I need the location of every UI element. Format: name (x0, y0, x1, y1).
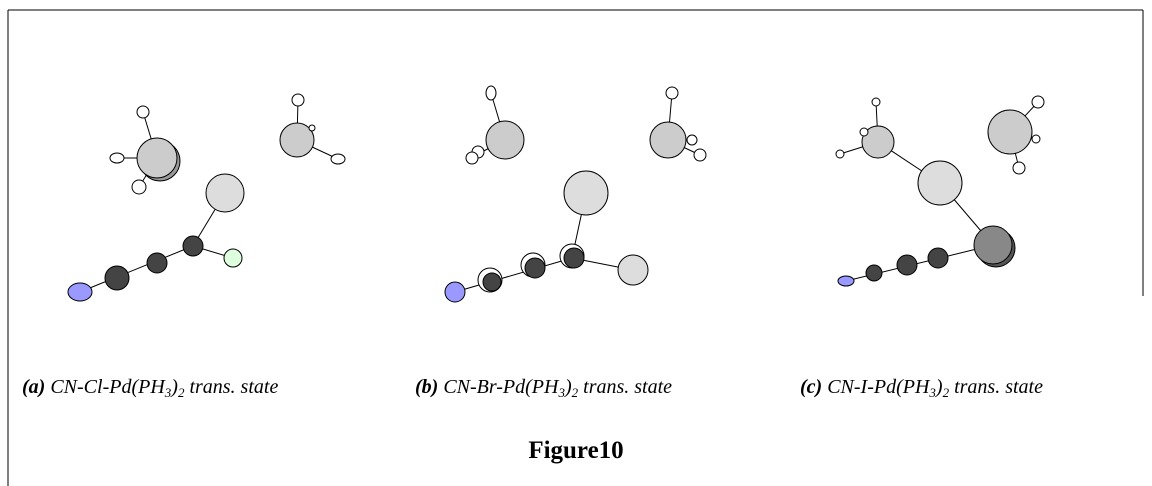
caption: (c) CN-I-Pd(PH3)2 trans. state (800, 376, 1043, 401)
caption-text: trans. state (578, 376, 672, 398)
caption-label: (a) (22, 376, 45, 398)
molecule-c (836, 96, 1044, 286)
caption: (b) CN-Br-Pd(PH3)2 trans. state (415, 376, 672, 401)
caption-text: trans. state (949, 376, 1043, 398)
figure-page: (a) CN-Cl-Pd(PH3)2 trans. state (b) CN-B… (0, 0, 1152, 486)
caption-text: ) (565, 376, 572, 398)
molecule-drawings (0, 0, 1152, 486)
caption-text: CN-I-Pd(PH (827, 376, 929, 398)
caption-text: CN-Br-Pd(PH (443, 376, 558, 398)
caption-text: trans. state (184, 376, 278, 398)
caption-text: ) (936, 376, 943, 398)
caption-text: CN-Cl-Pd(PH (50, 376, 164, 398)
molecule-b (445, 86, 706, 302)
caption-label: (c) (800, 376, 822, 398)
figure-title: Figure10 (0, 437, 1152, 465)
caption: (a) CN-Cl-Pd(PH3)2 trans. state (22, 376, 278, 401)
caption-text: ) (171, 376, 178, 398)
molecule-a (68, 94, 345, 301)
caption-label: (b) (415, 376, 438, 398)
